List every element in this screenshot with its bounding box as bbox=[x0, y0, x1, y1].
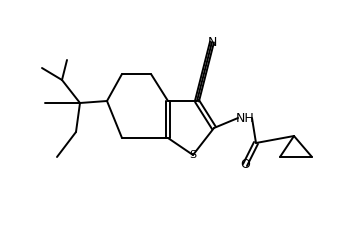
Text: S: S bbox=[190, 150, 196, 160]
Text: NH: NH bbox=[236, 112, 254, 125]
Text: N: N bbox=[207, 35, 217, 49]
Text: O: O bbox=[240, 158, 250, 172]
